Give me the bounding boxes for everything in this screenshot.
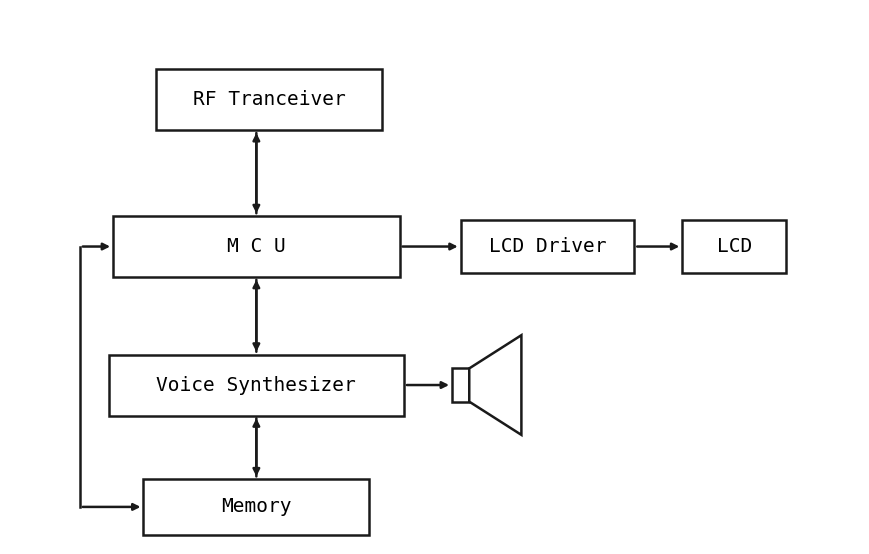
Text: RF Tranceiver: RF Tranceiver [193,90,346,109]
Polygon shape [469,335,521,435]
Text: LCD: LCD [717,237,752,256]
Text: Voice Synthesizer: Voice Synthesizer [156,376,356,394]
Bar [461,220,634,273]
Bar [143,479,369,535]
Bar [682,220,786,273]
Bar [113,216,400,277]
Bar [452,368,469,402]
Text: Memory: Memory [221,497,292,516]
Bar [156,69,382,130]
Text: LCD Driver: LCD Driver [488,237,607,256]
Text: M C U: M C U [227,237,286,256]
Bar [109,355,404,416]
